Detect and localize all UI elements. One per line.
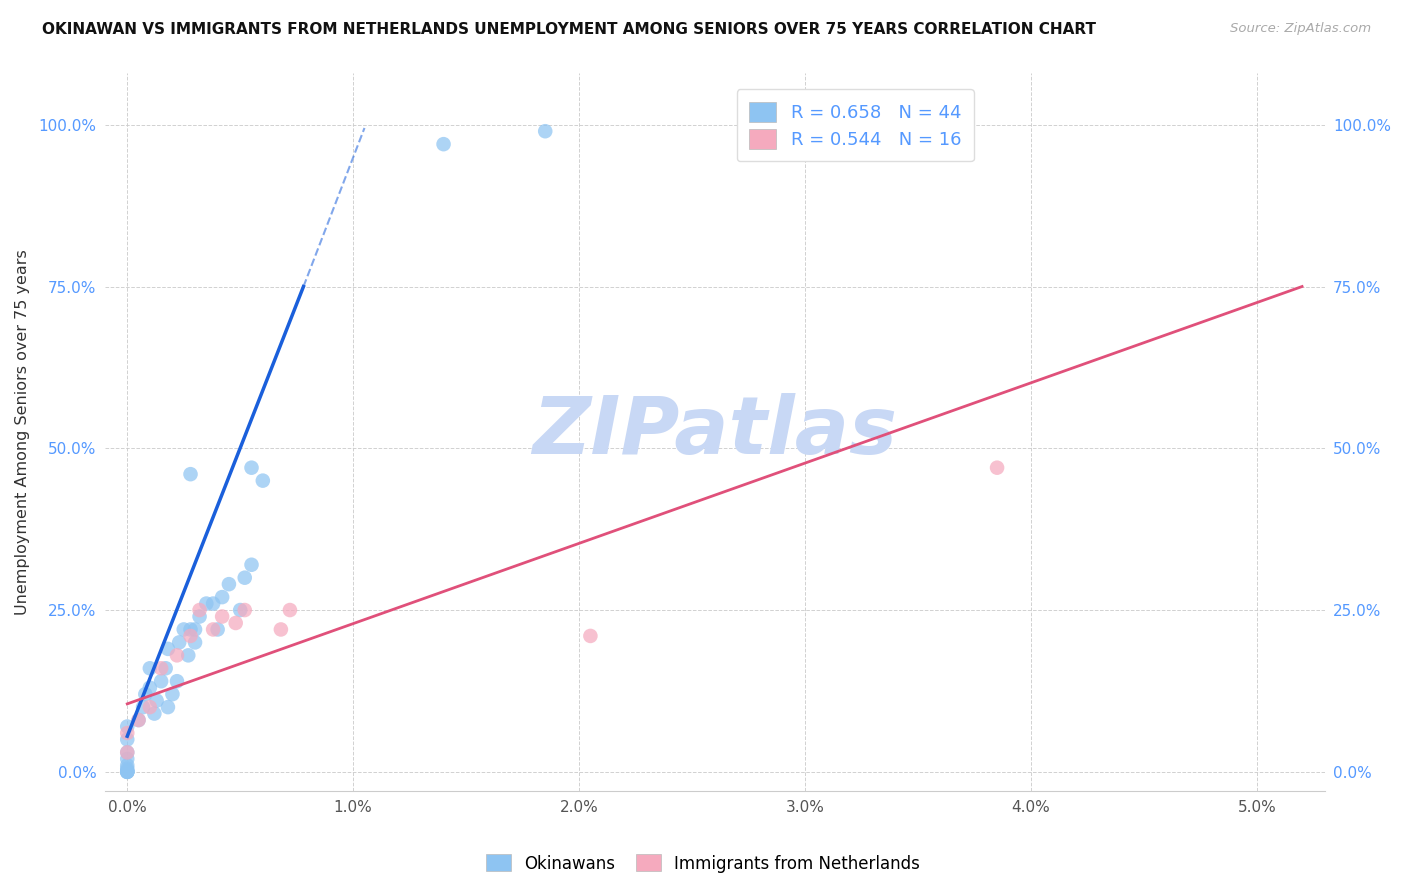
Point [233, 571, 256, 585]
Point [218, 577, 240, 591]
Text: ZIPatlas: ZIPatlas [531, 393, 897, 471]
Point [117, 719, 139, 733]
Point [252, 474, 274, 488]
Point [143, 706, 166, 721]
Point [117, 764, 139, 778]
Point [117, 726, 139, 740]
Point [240, 460, 263, 475]
Point [233, 603, 256, 617]
Point [117, 758, 139, 772]
Point [188, 603, 211, 617]
Point [145, 693, 167, 707]
Point [211, 609, 233, 624]
Point [117, 746, 139, 760]
Point [184, 623, 207, 637]
Point [202, 597, 225, 611]
Point [156, 700, 179, 714]
Point [207, 623, 229, 637]
Point [986, 460, 1008, 475]
Point [229, 603, 252, 617]
Point [278, 603, 301, 617]
Legend: R = 0.658   N = 44, R = 0.544   N = 16: R = 0.658 N = 44, R = 0.544 N = 16 [737, 89, 974, 161]
Point [132, 700, 155, 714]
Y-axis label: Unemployment Among Seniors over 75 years: Unemployment Among Seniors over 75 years [15, 249, 30, 615]
Point [156, 641, 179, 656]
Point [180, 629, 202, 643]
Point [117, 732, 139, 747]
Point [177, 648, 200, 663]
Point [180, 623, 202, 637]
Point [184, 635, 207, 649]
Point [202, 623, 225, 637]
Point [117, 764, 139, 779]
Point [579, 629, 602, 643]
Point [117, 764, 139, 779]
Point [134, 687, 156, 701]
Point [155, 661, 177, 675]
Text: Source: ZipAtlas.com: Source: ZipAtlas.com [1230, 22, 1371, 36]
Point [166, 648, 188, 663]
Point [117, 764, 139, 779]
Point [188, 609, 211, 624]
Point [270, 623, 292, 637]
Point [139, 681, 162, 695]
Point [180, 467, 202, 482]
Point [117, 752, 139, 766]
Point [117, 746, 139, 760]
Legend: Okinawans, Immigrants from Netherlands: Okinawans, Immigrants from Netherlands [479, 847, 927, 880]
Point [139, 661, 162, 675]
Point [162, 687, 184, 701]
Point [128, 713, 150, 727]
Text: OKINAWAN VS IMMIGRANTS FROM NETHERLANDS UNEMPLOYMENT AMONG SENIORS OVER 75 YEARS: OKINAWAN VS IMMIGRANTS FROM NETHERLANDS … [42, 22, 1097, 37]
Point [534, 124, 557, 138]
Point [150, 661, 173, 675]
Point [139, 700, 162, 714]
Point [117, 764, 139, 779]
Point [117, 762, 139, 776]
Point [195, 597, 218, 611]
Point [166, 674, 188, 689]
Point [432, 137, 454, 152]
Point [128, 713, 150, 727]
Point [211, 590, 233, 604]
Point [225, 615, 247, 630]
Point [240, 558, 263, 572]
Point [167, 635, 190, 649]
Point [150, 674, 173, 689]
Point [173, 623, 195, 637]
